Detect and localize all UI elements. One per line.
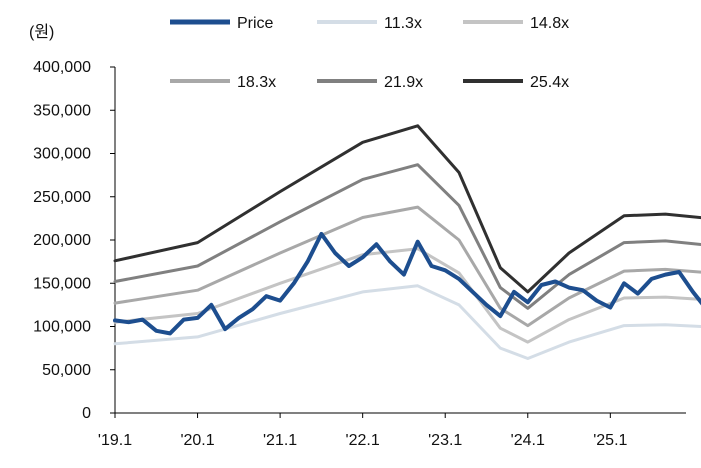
x-tick-label: '23.1	[428, 432, 462, 449]
y-tick-label: 300,000	[33, 146, 91, 163]
x-tick-label: '22.1	[346, 432, 380, 449]
series-line-14-8x	[113, 247, 701, 344]
x-tick-label: '21.1	[263, 432, 297, 449]
x-tick-label: '19.1	[98, 432, 132, 449]
legend-label-14-8x: 14.8x	[530, 15, 569, 32]
axes: 0 50,000 100,000 150,000 200,000 250,000 300,0…	[33, 59, 686, 449]
x-tick-label: '24.1	[511, 432, 545, 449]
series-line-11-3x	[113, 284, 701, 360]
y-tick-label: 0	[82, 405, 91, 422]
legend: Price 11.3x 14.8x 18.3x 21.9x 25.4x	[170, 15, 569, 91]
legend-label-11-3x: 11.3x	[384, 15, 422, 32]
y-tick-label: 150,000	[33, 275, 91, 292]
x-tick-label: '25.1	[593, 432, 627, 449]
series-line-21-9x	[113, 163, 701, 310]
y-tick-label: 50,000	[42, 362, 91, 379]
series-line-18-3x	[113, 205, 701, 328]
legend-label-18-3x: 18.3x	[237, 74, 276, 91]
y-tick-label: 200,000	[33, 232, 91, 249]
y-tick-label: 350,000	[33, 102, 91, 119]
y-tick-label: 250,000	[33, 189, 91, 206]
legend-label-25-4x: 25.4x	[530, 74, 569, 91]
series-line-price	[113, 231, 701, 336]
y-axis-unit-label: (원)	[29, 23, 54, 41]
series-line-25-4x	[113, 124, 701, 294]
legend-label-price: Price	[237, 15, 274, 32]
x-tick-label: '20.1	[180, 432, 214, 449]
y-tick-label: 400,000	[33, 59, 91, 76]
plot-area	[113, 124, 701, 360]
legend-label-21-9x: 21.9x	[384, 74, 423, 91]
y-tick-label: 100,000	[33, 319, 91, 336]
